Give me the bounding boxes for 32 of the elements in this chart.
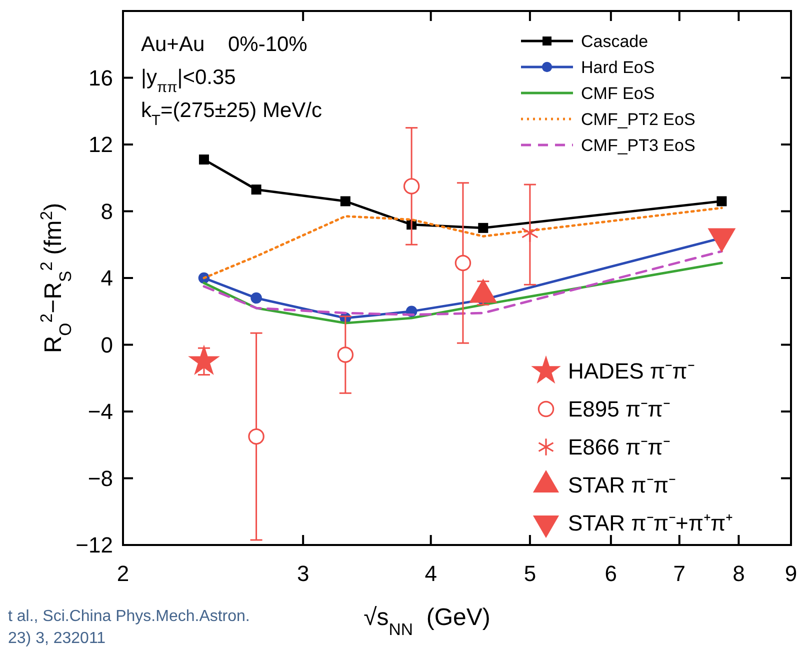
legend-label: E895 π⁻π⁻	[568, 396, 670, 422]
legend-label: STAR π⁻π⁻	[568, 472, 676, 498]
annotation: |y$_{ππ}$|<0.35	[141, 66, 236, 96]
annotation: k$_{T}$=(275±25) MeV/c	[141, 99, 322, 129]
x-axis-title: √s$_{NN}$ (GeV)	[364, 604, 490, 638]
legend-label: CMF EoS	[581, 84, 655, 103]
legend-label: E866 π⁻π⁻	[568, 434, 670, 460]
annotation: Au+Au 0%-10%	[141, 33, 308, 56]
x-tick-label: 2	[116, 561, 130, 586]
x-tick-label: 3	[296, 561, 310, 586]
legend-label: Cascade	[581, 32, 648, 51]
text: t al., Sci.China Phys.Mech.Astron.	[8, 608, 250, 625]
y-tick-label: 12	[88, 132, 113, 158]
x-tick-label: 5	[524, 561, 536, 586]
x-tick-label: 4	[424, 561, 437, 586]
legend-label: CMF_PT3 EoS	[581, 136, 696, 155]
legend-label: Hard EoS	[581, 58, 655, 77]
x-tick-label: 7	[673, 561, 686, 586]
legend-label: CMF_PT2 EoS	[581, 110, 696, 129]
y-tick-label: 8	[100, 198, 113, 224]
y-tick-label: −4	[88, 399, 113, 424]
text: 23) 3, 232011	[8, 630, 106, 647]
x-tick-label: 8	[732, 561, 745, 586]
y-tick-label: −12	[76, 532, 113, 558]
y-tick-label: 4	[100, 266, 113, 291]
y-tick-label: 0	[100, 332, 113, 358]
y-tick-label: 16	[88, 65, 113, 90]
y-tick-label: −8	[88, 466, 113, 491]
x-tick-label: 9	[784, 561, 798, 586]
legend-label: STAR π⁻π⁻+π⁺π⁺	[568, 510, 733, 536]
x-tick-label: 6	[604, 561, 618, 586]
legend-label: HADES π⁻π⁻	[568, 358, 694, 384]
